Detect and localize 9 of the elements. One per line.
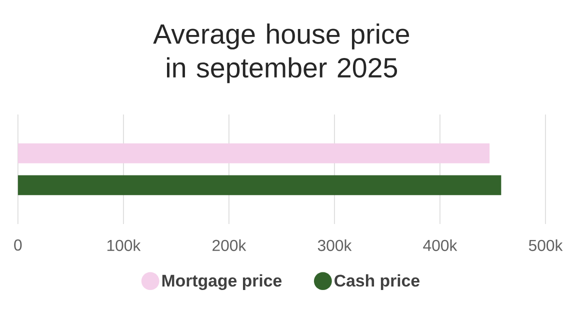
x-tick-label: 400k	[423, 239, 458, 251]
chart-title: Average house price in september 2025	[153, 23, 410, 83]
x-tick-label: 100k	[107, 239, 141, 251]
legend-label: Mortgage price	[162, 274, 282, 290]
x-tick-label: 500k	[528, 239, 563, 251]
x-tick-label: 200k	[212, 239, 246, 251]
x-tick-label: 0	[14, 239, 22, 250]
legend-label: Cash price	[334, 274, 420, 290]
x-tick-label: 300k	[318, 239, 352, 251]
